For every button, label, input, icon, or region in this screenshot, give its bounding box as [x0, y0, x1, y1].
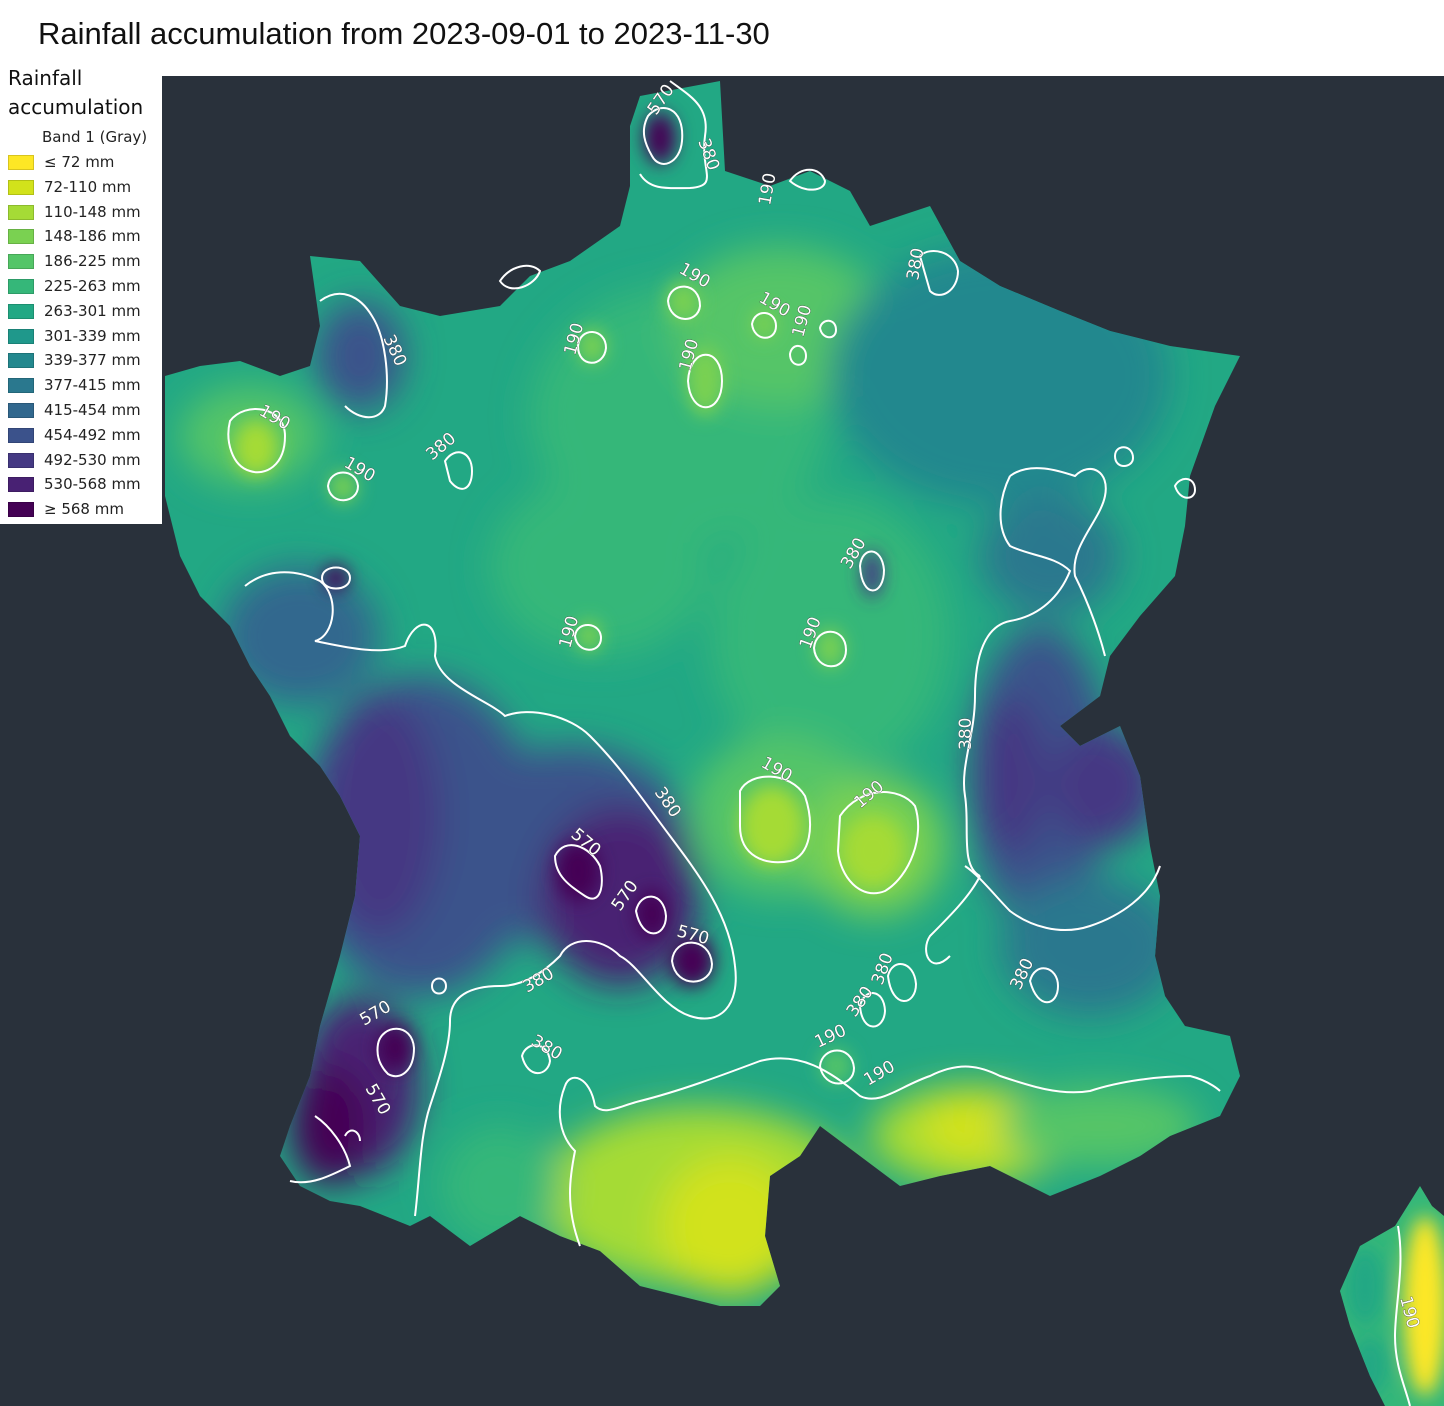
legend-swatch — [8, 328, 34, 344]
svg-text:380: 380 — [903, 246, 928, 281]
legend-label: 148-186 mm — [44, 227, 141, 246]
legend-item: 454-492 mm — [8, 425, 168, 445]
legend-swatch — [8, 403, 34, 418]
legend-swatch — [8, 502, 34, 518]
legend-swatch — [8, 229, 34, 245]
legend-label: ≥ 568 mm — [44, 500, 124, 519]
svg-text:380: 380 — [1006, 955, 1038, 993]
legend-item: 186-225 mm — [8, 251, 168, 271]
legend-label: 263-301 mm — [44, 301, 141, 320]
legend-swatch — [8, 353, 34, 369]
legend-label: 72-110 mm — [44, 177, 132, 196]
legend-item: 415-454 mm — [8, 400, 168, 420]
legend-label: 454-492 mm — [44, 425, 141, 444]
legend-item: 339-377 mm — [8, 350, 168, 370]
legend-swatch — [8, 254, 34, 270]
legend-label: ≤ 72 mm — [44, 153, 115, 171]
map-area[interactable]: 570 380 190 190 190 190 190 190 380 190 … — [0, 76, 1444, 1406]
legend-item: 110-148 mm — [8, 202, 168, 222]
legend-item: 263-301 mm — [8, 301, 168, 321]
contour-lines — [227, 80, 1221, 1247]
legend-label: 339-377 mm — [44, 351, 141, 370]
legend-item: 301-339 mm — [8, 326, 168, 346]
map-title: Rainfall accumulation from 2023-09-01 to… — [38, 16, 770, 51]
legend-title: Rainfall accumulation — [8, 66, 144, 119]
legend-label: 225-263 mm — [44, 277, 141, 295]
legend-swatch — [8, 452, 34, 468]
legend-item: ≥ 568 mm — [8, 499, 168, 519]
legend-item: 148-186 mm — [8, 226, 168, 246]
legend-label: 377-415 mm — [44, 376, 141, 395]
legend-swatch — [8, 477, 34, 493]
legend-swatch — [8, 279, 34, 294]
legend-item: 530-568 mm — [8, 474, 168, 494]
map-legend: Rainfall accumulation Band 1 (Gray) ≤ 72… — [0, 62, 162, 524]
legend-swatch — [8, 378, 34, 394]
legend-swatch — [8, 427, 34, 443]
legend-swatch — [8, 303, 34, 319]
legend-label: 415-454 mm — [44, 401, 141, 419]
legend-label: 492-530 mm — [44, 450, 141, 469]
legend-swatch — [8, 179, 34, 195]
legend-label: 301-339 mm — [44, 326, 141, 345]
legend-swatch — [8, 155, 34, 170]
legend-item: 492-530 mm — [8, 450, 168, 470]
legend-swatch — [8, 204, 34, 220]
legend-label: 530-568 mm — [44, 475, 141, 494]
legend-item: 377-415 mm — [8, 375, 168, 395]
legend-item: 225-263 mm — [8, 276, 168, 296]
legend-label: 186-225 mm — [44, 252, 141, 271]
rainfall-map[interactable]: 570 380 190 190 190 190 190 190 380 190 … — [0, 76, 1444, 1406]
svg-text:380: 380 — [956, 718, 976, 750]
legend-item: 72-110 mm — [8, 177, 168, 197]
legend-label: 110-148 mm — [44, 202, 141, 221]
legend-band-label: Band 1 (Gray) — [42, 128, 148, 146]
legend-item: ≤ 72 mm — [8, 152, 168, 172]
